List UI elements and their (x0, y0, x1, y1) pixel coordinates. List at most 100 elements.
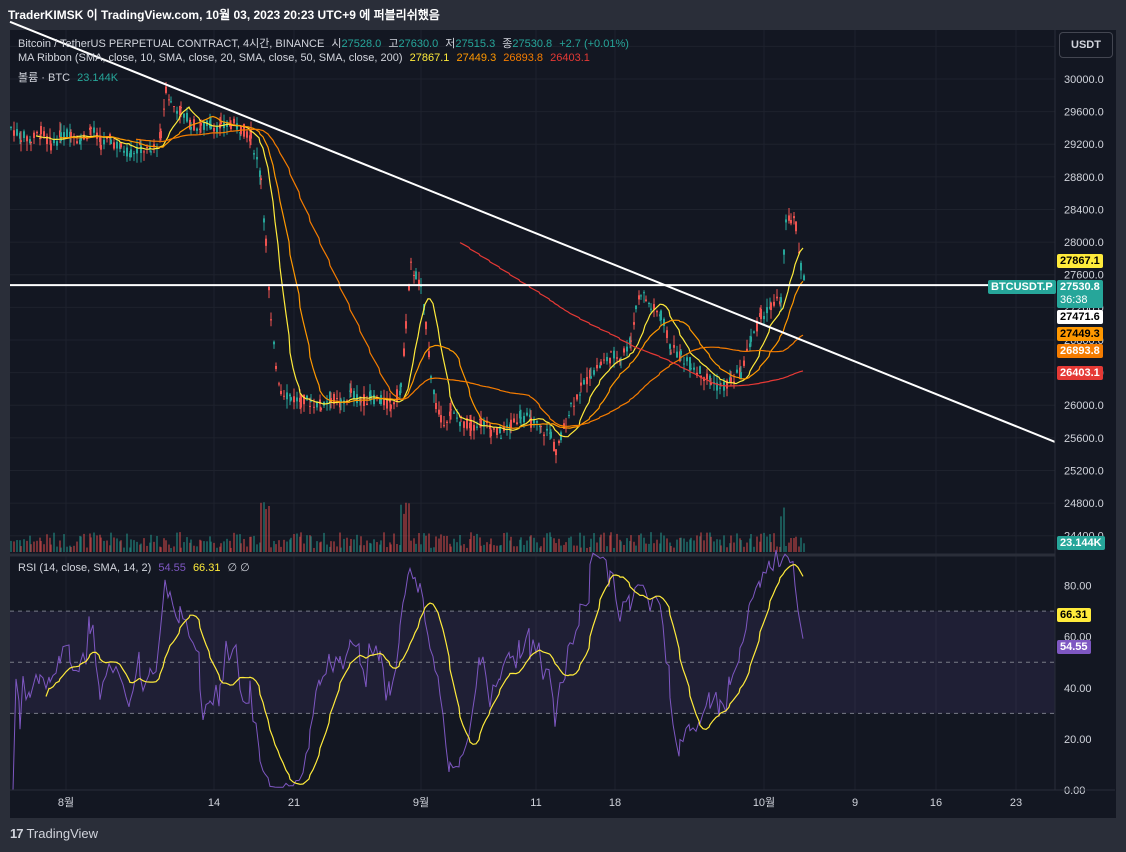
candle-body (459, 421, 461, 427)
time-tick-label: 14 (208, 797, 220, 809)
candle-body (669, 344, 671, 349)
candle-body (20, 140, 22, 142)
candle-body (606, 356, 608, 362)
volume-bar (193, 545, 195, 552)
candle-body (383, 399, 385, 406)
volume-bar (516, 546, 518, 552)
candle-body (449, 411, 451, 417)
candle-body (265, 238, 267, 246)
volume-bar (503, 533, 505, 552)
volume-bar (656, 539, 658, 552)
tradingview-logo[interactable]: 17 TradingView (10, 826, 98, 841)
volume-bar (710, 536, 712, 552)
candle-body (326, 401, 328, 403)
volume-bar (423, 533, 425, 552)
candle-body (46, 136, 48, 145)
volume-bar (759, 541, 761, 552)
rsi-tag: 54.55 (1057, 640, 1091, 654)
legend-o-value: 27528.0 (341, 38, 382, 50)
volume-bar (309, 535, 311, 552)
volume-bar (250, 536, 252, 552)
ma10-price-tag: 27867.1 (1057, 254, 1103, 268)
candle-body (43, 131, 45, 137)
price-tick-label: 25600.0 (1064, 433, 1104, 445)
candle-body (656, 310, 658, 313)
volume-bar (39, 537, 41, 552)
volume-bar (46, 534, 48, 552)
volume-bar (550, 536, 552, 552)
time-tick-label: 11 (530, 797, 541, 809)
volume-bar (366, 540, 368, 552)
volume-bar (683, 538, 685, 552)
candle-body (533, 418, 535, 424)
time-tick-label: 23 (1010, 797, 1022, 809)
volume-bar (606, 546, 608, 552)
price-tick-label: 28800.0 (1064, 172, 1104, 184)
candle-body (366, 403, 368, 405)
candle-body (450, 409, 452, 411)
tradingview-logo-icon: 17 (10, 826, 24, 841)
candle-body (316, 401, 318, 408)
volume-bar (199, 539, 201, 552)
volume-bar (326, 544, 328, 552)
candle-body (290, 397, 292, 401)
volume-bar (603, 532, 605, 552)
candle-body (490, 429, 492, 437)
volume-bar (630, 535, 632, 552)
volume-bar (640, 533, 642, 552)
volume-bar (136, 541, 138, 552)
candle-body (746, 348, 748, 352)
volume-bar (785, 545, 787, 552)
volume-bar (376, 542, 378, 552)
volume-bar (635, 545, 637, 552)
candle-body (413, 274, 415, 276)
volume-bar (536, 542, 538, 552)
candle-body (160, 130, 162, 139)
candle-body (596, 364, 598, 369)
volume-bar (620, 541, 622, 552)
candle-body (360, 401, 362, 403)
volume-bar (553, 538, 555, 552)
volume-bar (230, 547, 232, 552)
candle-body (329, 391, 331, 403)
rsi-tick-label: 40.00 (1064, 683, 1092, 695)
volume-bar (146, 545, 148, 552)
candle-body (283, 395, 285, 397)
volume-bar (340, 547, 342, 552)
candle-body (213, 127, 215, 132)
volume-bar (373, 539, 375, 552)
candle-body (216, 126, 218, 133)
candle-body (90, 127, 92, 129)
candle-body (130, 149, 132, 158)
volume-bar (23, 539, 25, 552)
volume-bar (425, 535, 427, 552)
legend-c-value: 27530.8 (512, 38, 553, 50)
volume-bar (386, 547, 388, 552)
trendline (9, 20, 1056, 443)
volume-bar (490, 538, 492, 552)
volume-bar (290, 537, 292, 552)
candle-body (63, 132, 65, 140)
volume-bar (139, 544, 141, 552)
volume-bar (280, 546, 282, 552)
currency-button[interactable]: USDT (1059, 32, 1113, 58)
legend-h-value: 27630.0 (398, 38, 439, 50)
volume-bar (699, 536, 701, 552)
candle-body (430, 376, 432, 379)
candle-body (260, 178, 262, 181)
volume-bar (583, 535, 585, 552)
volume-bar (73, 545, 75, 552)
price-tick-label: 24800.0 (1064, 498, 1104, 510)
candle-body (399, 390, 401, 396)
candle-body (183, 113, 185, 118)
volume-bar (415, 543, 417, 552)
volume-bar (433, 547, 435, 552)
volume-bar (203, 541, 205, 552)
legend-ma-label: MA Ribbon (SMA, close, 10, SMA, close, 2… (18, 52, 403, 64)
volume-bar (113, 537, 115, 552)
candle-body (579, 394, 581, 396)
volume-bar (173, 546, 175, 552)
candle-body (386, 398, 388, 409)
candle-body (690, 368, 692, 370)
